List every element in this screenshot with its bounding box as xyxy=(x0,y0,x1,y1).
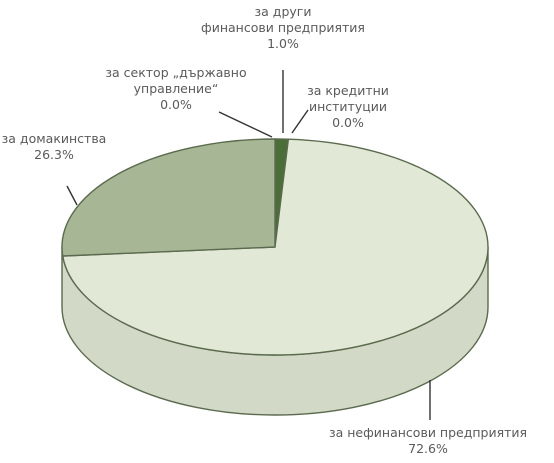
slice-value-label: 1.0% xyxy=(267,36,299,51)
leader-line-1 xyxy=(66,185,78,206)
slice-name-label: за други xyxy=(255,4,312,19)
slice-name-label: за сектор „държавно xyxy=(105,65,246,80)
slice-value-label: 0.0% xyxy=(332,115,364,130)
pie-slice-1 xyxy=(61,138,276,257)
slice-name-label: управление“ xyxy=(134,81,219,96)
slice-value-label: 0.0% xyxy=(160,97,192,112)
slice-name-label: за нефинансови предприятия xyxy=(329,425,527,440)
slice-value-label: 26.3% xyxy=(34,147,74,162)
slice-name-label: институции xyxy=(309,99,387,114)
slice-value-label: 72.6% xyxy=(408,441,448,456)
leader-line-2 xyxy=(218,111,273,138)
slice-name-label: за кредитни xyxy=(307,83,389,98)
leader-line-4 xyxy=(291,109,309,134)
pie-layer xyxy=(61,138,489,416)
slice-name-label: финансови предприятия xyxy=(201,20,365,35)
slice-name-label: за домакинства xyxy=(2,131,107,146)
